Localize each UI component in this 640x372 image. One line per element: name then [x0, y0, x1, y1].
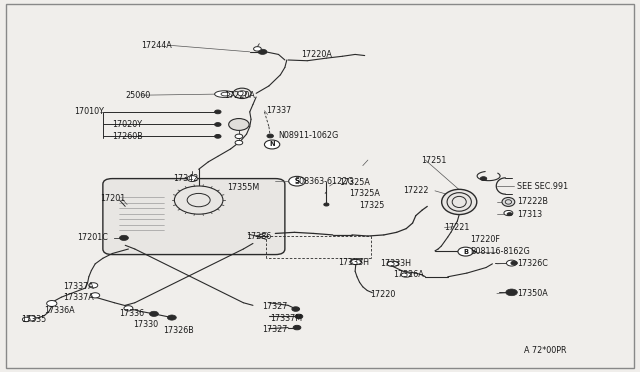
- Text: 17326C: 17326C: [516, 259, 548, 268]
- Text: 17333H: 17333H: [338, 258, 369, 267]
- Text: 17327: 17327: [262, 302, 288, 311]
- Text: S: S: [294, 178, 300, 184]
- Circle shape: [292, 307, 300, 311]
- Circle shape: [187, 193, 210, 207]
- Circle shape: [506, 289, 517, 296]
- Circle shape: [150, 311, 159, 317]
- Circle shape: [214, 123, 221, 126]
- Circle shape: [507, 213, 512, 216]
- Text: 17325: 17325: [360, 201, 385, 210]
- Text: 17201: 17201: [100, 195, 125, 203]
- Circle shape: [506, 260, 516, 266]
- Circle shape: [214, 135, 221, 138]
- Text: 17326B: 17326B: [163, 326, 194, 335]
- Text: 17010Y: 17010Y: [74, 108, 104, 116]
- Circle shape: [289, 176, 305, 186]
- Text: 17337M: 17337M: [270, 314, 302, 323]
- Circle shape: [124, 306, 133, 311]
- Text: 17260B: 17260B: [113, 132, 143, 141]
- Text: 17325A: 17325A: [349, 189, 380, 198]
- Text: 17220A: 17220A: [301, 50, 332, 59]
- Text: B: B: [463, 248, 468, 254]
- Text: 17333H: 17333H: [380, 259, 411, 268]
- Text: 17326A: 17326A: [394, 270, 424, 279]
- Text: 17220A: 17220A: [224, 91, 255, 100]
- Circle shape: [120, 235, 129, 240]
- Text: N: N: [269, 141, 275, 147]
- Circle shape: [228, 119, 249, 131]
- Ellipse shape: [502, 198, 515, 206]
- Ellipse shape: [221, 92, 230, 96]
- Circle shape: [235, 134, 243, 138]
- Text: 17313: 17313: [516, 210, 542, 219]
- FancyBboxPatch shape: [103, 179, 285, 254]
- Text: 17355M: 17355M: [227, 183, 260, 192]
- Text: 25060: 25060: [125, 91, 150, 100]
- Text: N08911-1062G: N08911-1062G: [278, 131, 339, 141]
- Text: B08116-8162G: B08116-8162G: [470, 247, 530, 256]
- Ellipse shape: [505, 200, 511, 204]
- Circle shape: [253, 46, 261, 51]
- Text: 17201C: 17201C: [77, 233, 108, 243]
- Text: 17330: 17330: [134, 320, 159, 329]
- Text: 17222: 17222: [403, 186, 429, 195]
- Circle shape: [295, 314, 303, 319]
- Circle shape: [214, 110, 221, 114]
- Text: 17286: 17286: [246, 231, 272, 241]
- Circle shape: [89, 283, 98, 288]
- Text: 17350A: 17350A: [516, 289, 547, 298]
- Text: 17342: 17342: [173, 174, 198, 183]
- Circle shape: [237, 91, 246, 96]
- Circle shape: [187, 176, 197, 182]
- Text: A 72*00PR: A 72*00PR: [524, 346, 567, 355]
- Circle shape: [458, 247, 473, 256]
- Text: 17220F: 17220F: [470, 235, 500, 244]
- Ellipse shape: [452, 196, 467, 208]
- Circle shape: [168, 315, 176, 320]
- Circle shape: [267, 134, 273, 138]
- Ellipse shape: [447, 193, 471, 211]
- Circle shape: [91, 293, 100, 298]
- Ellipse shape: [401, 273, 412, 277]
- Circle shape: [22, 317, 30, 322]
- Circle shape: [480, 177, 486, 180]
- Text: 17325A: 17325A: [339, 178, 370, 187]
- Ellipse shape: [442, 189, 477, 215]
- Circle shape: [293, 326, 301, 330]
- Ellipse shape: [214, 91, 234, 97]
- Text: 17020Y: 17020Y: [113, 120, 143, 129]
- Circle shape: [27, 316, 36, 321]
- Text: SEE SEC.991: SEE SEC.991: [516, 182, 568, 190]
- Text: 17222B: 17222B: [516, 198, 548, 206]
- Circle shape: [233, 88, 251, 99]
- Text: 17244A: 17244A: [141, 41, 172, 50]
- Circle shape: [235, 140, 243, 145]
- Circle shape: [511, 261, 517, 265]
- Circle shape: [324, 203, 329, 206]
- Text: 17221: 17221: [445, 223, 470, 232]
- Circle shape: [504, 211, 513, 216]
- Circle shape: [264, 140, 280, 149]
- Text: 17336A: 17336A: [44, 306, 75, 315]
- Text: 17336: 17336: [119, 309, 144, 318]
- Circle shape: [47, 301, 57, 307]
- Text: 17337A: 17337A: [63, 282, 94, 291]
- Text: 17337: 17337: [266, 106, 291, 115]
- Text: 17327: 17327: [262, 325, 288, 334]
- Ellipse shape: [350, 259, 362, 264]
- Circle shape: [258, 49, 267, 54]
- Text: 17220: 17220: [370, 290, 395, 299]
- Text: 17335: 17335: [21, 315, 46, 324]
- Text: S08363-6122G: S08363-6122G: [294, 177, 354, 186]
- Circle shape: [174, 186, 223, 214]
- Ellipse shape: [387, 261, 399, 266]
- Text: 17251: 17251: [421, 155, 446, 164]
- Text: 17337A: 17337A: [63, 293, 94, 302]
